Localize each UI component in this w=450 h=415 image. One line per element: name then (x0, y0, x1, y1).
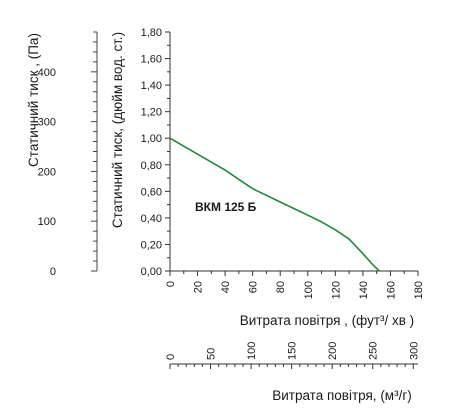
x-axis: 0 20 40 60 80 100 120 140 160 180 (165, 270, 425, 299)
y-tick-label: 0,40 (141, 213, 162, 225)
y-tick-label: 1,40 (141, 80, 162, 92)
x-tick-label: 140 (358, 281, 370, 299)
x-tick-label: 60 (248, 281, 260, 293)
performance-curve (169, 137, 381, 272)
secondary-x-tick-label: 200 (327, 342, 339, 360)
left-tick-label: 0 (50, 266, 56, 278)
left-tick-label: 200 (38, 166, 56, 178)
secondary-x-axis-title: Витрата повітря, (м³/г) (272, 388, 412, 403)
y-tick-label: 0,80 (141, 160, 162, 172)
y-axis-title: Статичний тиск, (дюйм вод. ст.) (110, 32, 125, 228)
secondary-x-tick-label: 300 (408, 342, 420, 360)
secondary-x-tick-label: 100 (246, 342, 258, 360)
y-axis: 0,00 0,20 0,40 0,60 0,80 1,00 1,20 1,40 1,60 1,80 (141, 27, 171, 278)
x-axis-title: Витрата повітря , (фут³/ хв ) (240, 313, 414, 328)
left-tick-label: 100 (38, 216, 56, 228)
y-tick-label: 0,20 (141, 239, 162, 251)
y-tick-label: 0,00 (141, 266, 162, 278)
x-tick-label: 120 (330, 281, 342, 299)
secondary-x-tick-label: 50 (206, 348, 218, 360)
left-tick-label: 300 (38, 117, 56, 129)
series-layer (169, 137, 381, 272)
left-axis-title: Статичний тиск , (Па) (26, 33, 41, 167)
left-pressure-axis: 0 100 200 300 400 (38, 31, 98, 278)
x-tick-label: 20 (193, 281, 205, 293)
secondary-x-tick-label: 0 (165, 354, 177, 360)
y-tick-label: 1,80 (141, 27, 162, 39)
x-tick-label: 160 (385, 281, 397, 299)
secondary-x-tick-label: 250 (368, 342, 380, 360)
y-tick-label: 1,00 (141, 133, 162, 145)
x-tick-label: 180 (413, 281, 425, 299)
x-tick-label: 40 (220, 281, 232, 293)
secondary-x-axis: 0 50 100 150 200 250 300 (165, 342, 420, 369)
y-tick-label: 1,20 (141, 107, 162, 119)
left-tick-label: 400 (38, 67, 56, 79)
curve-annotation: ВКМ 125 Б (195, 200, 257, 214)
x-tick-label: 80 (275, 281, 287, 293)
x-tick-label: 100 (303, 281, 315, 299)
y-tick-label: 1,60 (141, 54, 162, 66)
y-tick-label: 0,60 (141, 186, 162, 198)
x-tick-label: 0 (165, 281, 177, 287)
secondary-x-tick-label: 150 (287, 342, 299, 360)
